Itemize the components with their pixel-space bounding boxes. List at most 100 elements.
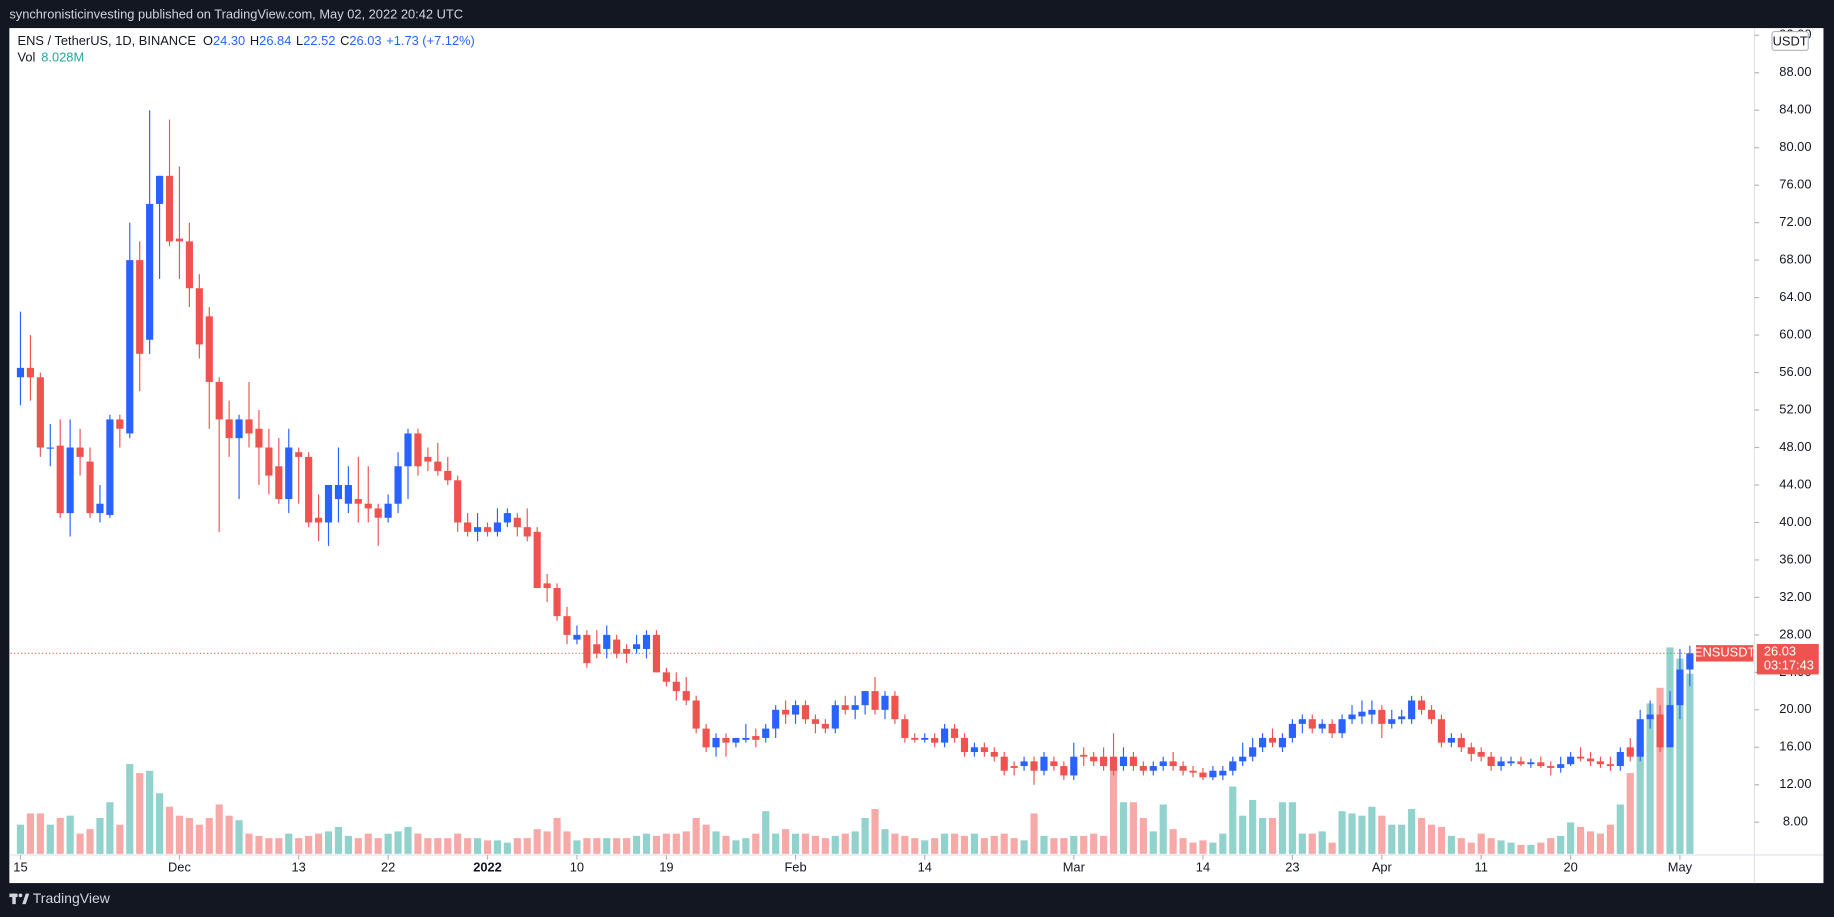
candle-body bbox=[354, 499, 362, 504]
volume-bar bbox=[811, 835, 819, 854]
candle-body bbox=[1408, 700, 1416, 720]
volume-bar bbox=[1179, 838, 1187, 854]
volume-bar bbox=[1636, 737, 1644, 854]
volume-bar bbox=[66, 815, 74, 854]
volume-bar bbox=[56, 817, 64, 854]
candle-body bbox=[980, 747, 988, 753]
candle-body bbox=[1338, 719, 1346, 734]
candle-body bbox=[553, 588, 561, 617]
currency-box[interactable]: USDT bbox=[1771, 30, 1809, 51]
volume-bar bbox=[1050, 838, 1058, 854]
volume-bar bbox=[464, 838, 472, 854]
candle-body bbox=[871, 691, 879, 710]
candle-body bbox=[1427, 709, 1436, 720]
candle-body bbox=[16, 367, 25, 378]
volume-bar bbox=[1139, 817, 1147, 854]
y-tick-label: 64.00 bbox=[1779, 289, 1811, 304]
candle-body bbox=[782, 709, 790, 715]
volume-bar bbox=[712, 831, 720, 854]
candle-body bbox=[235, 419, 243, 439]
candle-body bbox=[324, 484, 333, 523]
volume-bar bbox=[503, 842, 511, 854]
volume-bar bbox=[911, 838, 919, 854]
candle-body bbox=[950, 728, 959, 738]
volume-bar bbox=[334, 826, 343, 854]
candle-body bbox=[295, 452, 303, 457]
volume-bar bbox=[1557, 835, 1565, 854]
currency-label[interactable]: USDT bbox=[1773, 33, 1808, 48]
volume-bar bbox=[772, 833, 780, 854]
candle-body bbox=[1090, 756, 1098, 762]
volume-bar bbox=[1596, 833, 1605, 854]
currency-button[interactable] bbox=[1771, 30, 1809, 51]
y-tick-label: 44.00 bbox=[1779, 476, 1811, 491]
x-tick-label: 14 bbox=[1196, 859, 1210, 874]
low-label: L bbox=[296, 33, 303, 48]
volume-bar bbox=[1189, 842, 1197, 854]
candle-body bbox=[1308, 719, 1316, 729]
y-tick-label: 76.00 bbox=[1779, 177, 1811, 192]
symbol-tag-bg bbox=[1695, 645, 1754, 662]
candle-body bbox=[1129, 756, 1137, 767]
volume-bar bbox=[225, 815, 233, 854]
volume-bar bbox=[1159, 804, 1167, 854]
candle-body bbox=[305, 456, 313, 523]
x-tick-label: 20 bbox=[1563, 859, 1577, 874]
change: +1.73 bbox=[386, 33, 419, 48]
chart-panel bbox=[9, 28, 1824, 884]
high-label: H bbox=[250, 33, 259, 48]
volume-bar bbox=[1497, 840, 1505, 854]
volume-bar bbox=[364, 833, 372, 854]
candle-body bbox=[1119, 756, 1128, 767]
x-tick-label: Apr bbox=[1372, 859, 1393, 874]
volume-bar bbox=[1328, 842, 1336, 854]
candle-body bbox=[265, 447, 273, 476]
volume-bar bbox=[165, 806, 174, 854]
volume-bar bbox=[26, 813, 34, 854]
volume-bar bbox=[384, 833, 392, 854]
volume-bar bbox=[374, 838, 382, 854]
candle-body bbox=[56, 445, 64, 514]
candle-body bbox=[175, 238, 184, 242]
volume-bar bbox=[116, 824, 124, 854]
volume-bar bbox=[732, 840, 740, 854]
candle-body bbox=[1537, 762, 1545, 767]
candle-body bbox=[861, 691, 869, 706]
candle-body bbox=[1368, 709, 1376, 715]
candle-body bbox=[901, 719, 909, 738]
banner: synchronisticinvesting published on Trad… bbox=[9, 7, 463, 22]
x-tick-label: Dec bbox=[168, 859, 191, 874]
candle-body bbox=[662, 672, 670, 682]
volume-bar bbox=[205, 817, 213, 854]
candle-body bbox=[1666, 705, 1674, 748]
volume-bar bbox=[1129, 802, 1137, 854]
volume-bar bbox=[950, 833, 959, 854]
candle-body bbox=[185, 241, 193, 289]
volume-bar bbox=[1358, 815, 1366, 854]
candle-body bbox=[493, 522, 502, 532]
logo-part bbox=[22, 893, 30, 905]
volume-bar bbox=[394, 831, 402, 854]
volume-bar bbox=[1090, 833, 1098, 854]
volume-bar bbox=[414, 833, 422, 854]
volume-bar bbox=[613, 838, 621, 854]
volume-bar bbox=[255, 835, 263, 854]
volume-bar bbox=[583, 838, 591, 854]
volume-bar bbox=[1437, 826, 1446, 854]
volume-bar bbox=[156, 793, 164, 854]
volume-bar bbox=[871, 808, 879, 854]
y-tick-label: 60.00 bbox=[1779, 326, 1811, 341]
candle-body bbox=[613, 639, 621, 654]
candle-body bbox=[891, 695, 899, 720]
volume-bar bbox=[483, 840, 492, 854]
volume-bar bbox=[305, 835, 313, 854]
candle-body bbox=[1606, 764, 1614, 767]
candle-body bbox=[146, 203, 154, 340]
candle-body bbox=[1268, 737, 1277, 743]
volume-bar bbox=[543, 831, 551, 854]
candle-body bbox=[831, 705, 839, 729]
candle-body bbox=[1080, 754, 1088, 757]
volume-bar bbox=[1219, 833, 1227, 854]
candle-body bbox=[921, 737, 929, 740]
candle-body bbox=[881, 695, 889, 710]
